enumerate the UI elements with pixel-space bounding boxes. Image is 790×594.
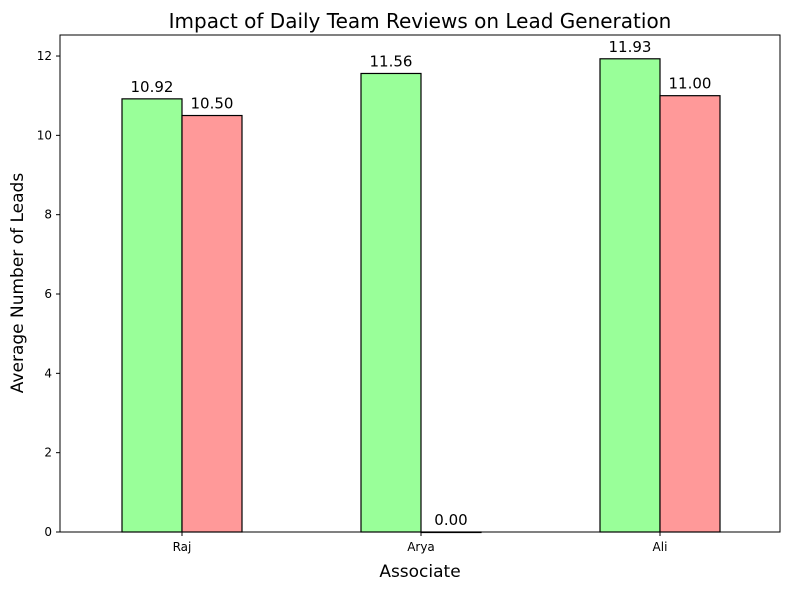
y-tick-label: 2 bbox=[44, 446, 52, 460]
value-label-raj-series-1: 10.92 bbox=[131, 78, 174, 96]
x-tick-label-ali: Ali bbox=[653, 540, 668, 554]
bar-ali-series-1 bbox=[600, 59, 660, 532]
y-tick-label: 12 bbox=[37, 49, 52, 63]
value-label-arya-series-1: 11.56 bbox=[370, 52, 413, 70]
value-label-ali-series-2: 11.00 bbox=[669, 75, 712, 93]
y-axis: 0 2 4 6 8 10 12 bbox=[37, 49, 60, 539]
y-axis-label: Average Number of Leads bbox=[8, 173, 28, 394]
bar-raj-series-2 bbox=[182, 116, 242, 532]
y-tick-label: 6 bbox=[44, 287, 52, 301]
value-label-ali-series-1: 11.93 bbox=[609, 38, 652, 56]
x-tick-label-arya: Arya bbox=[407, 540, 435, 554]
bar-ali-series-2 bbox=[660, 96, 720, 532]
chart-title: Impact of Daily Team Reviews on Lead Gen… bbox=[169, 9, 672, 33]
bar-raj-series-1 bbox=[122, 99, 182, 532]
y-tick-label: 8 bbox=[44, 208, 52, 222]
y-tick-label: 10 bbox=[37, 128, 52, 142]
x-tick-label-raj: Raj bbox=[173, 540, 192, 554]
value-label-arya-series-2: 0.00 bbox=[434, 511, 467, 529]
value-label-raj-series-2: 10.50 bbox=[191, 95, 234, 113]
x-axis-label: Associate bbox=[379, 562, 460, 582]
y-tick-label: 0 bbox=[44, 525, 52, 539]
bar-arya-series-1 bbox=[361, 73, 421, 532]
bars-layer bbox=[122, 59, 720, 533]
y-tick-label: 4 bbox=[44, 366, 52, 380]
x-axis: Raj Arya Ali bbox=[173, 532, 668, 554]
